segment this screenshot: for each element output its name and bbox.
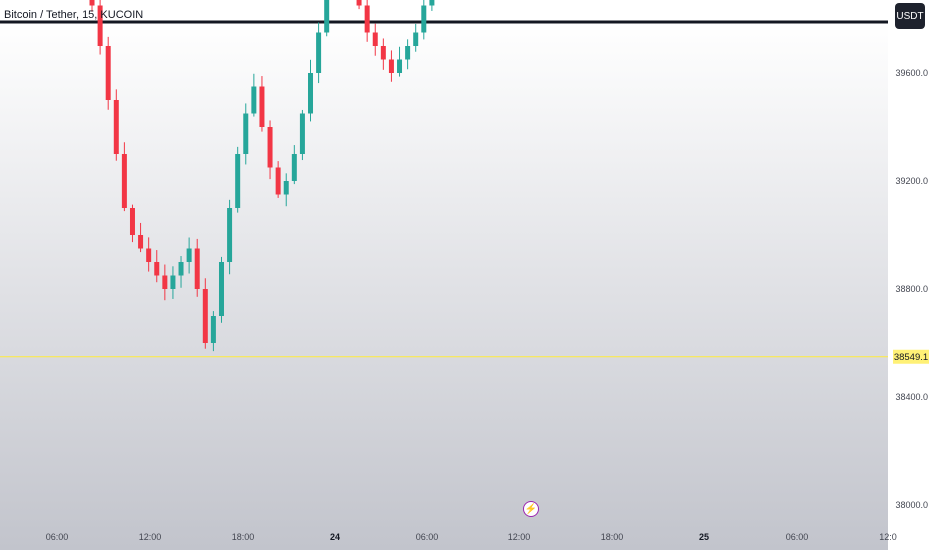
candle-body [170,275,176,289]
candle-body [308,73,314,114]
candle-body [291,154,297,181]
candle-body [235,154,241,208]
candle-body [154,262,160,276]
x-tick-label: 06:00 [786,532,809,542]
candle-body [259,86,265,127]
candle-body [380,46,386,60]
candle-body [364,5,370,33]
candle-body [113,100,119,154]
y-tick-label: 39600.0 [895,68,928,78]
candle-body [275,167,281,195]
candle-body [421,5,427,33]
price-label-support: 38549.1 [894,352,928,363]
candle-body [178,262,184,276]
y-tick-label: 38400.0 [895,392,928,402]
candle-body [186,248,192,262]
x-tick-label: 12:00 [139,532,162,542]
x-tick-label: 24 [330,532,340,542]
y-tick-label: 38000.0 [895,500,928,510]
candle-body [97,5,103,46]
candle-body [138,235,144,249]
candle-body [356,0,362,6]
candle-body [146,248,152,262]
candle-body [397,59,403,73]
candle-body [413,32,419,46]
price-label-bg-support [893,349,929,364]
candle-body [251,86,257,114]
candle-body [202,289,208,343]
candle-body [299,113,305,154]
candle-body [429,0,435,6]
price-axis-background [888,22,932,550]
candle-body [105,46,111,100]
x-tick-label: 12:0 [879,532,897,542]
candle-body [324,0,330,33]
candle-body [210,316,216,343]
lightning-icon[interactable]: ⚡ [523,501,539,517]
candle-body [89,0,95,6]
candle-body [218,262,224,316]
symbol-title: Bitcoin / Tether, 15, KUCOIN [4,9,144,21]
x-tick-label: 12:00 [508,532,531,542]
candle-body [194,248,200,289]
x-tick-label: 18:00 [601,532,624,542]
candle-body [316,32,322,73]
candle-body [162,275,168,289]
candle-body [372,32,378,46]
candle-body [129,208,135,235]
y-tick-label: 38800.0 [895,284,928,294]
candle-body [267,127,273,168]
currency-button[interactable]: USDT [895,3,925,29]
x-tick-label: 06:00 [46,532,69,542]
plot-background [0,22,888,550]
candle-body [388,59,394,73]
candle-body [227,208,233,262]
x-tick-label: 06:00 [416,532,439,542]
candle-body [243,113,249,154]
candle-body [405,46,411,60]
x-tick-label: 25 [699,532,709,542]
candle-body [283,181,289,195]
y-tick-label: 39200.0 [895,176,928,186]
x-tick-label: 18:00 [232,532,255,542]
candle-body [121,154,127,208]
